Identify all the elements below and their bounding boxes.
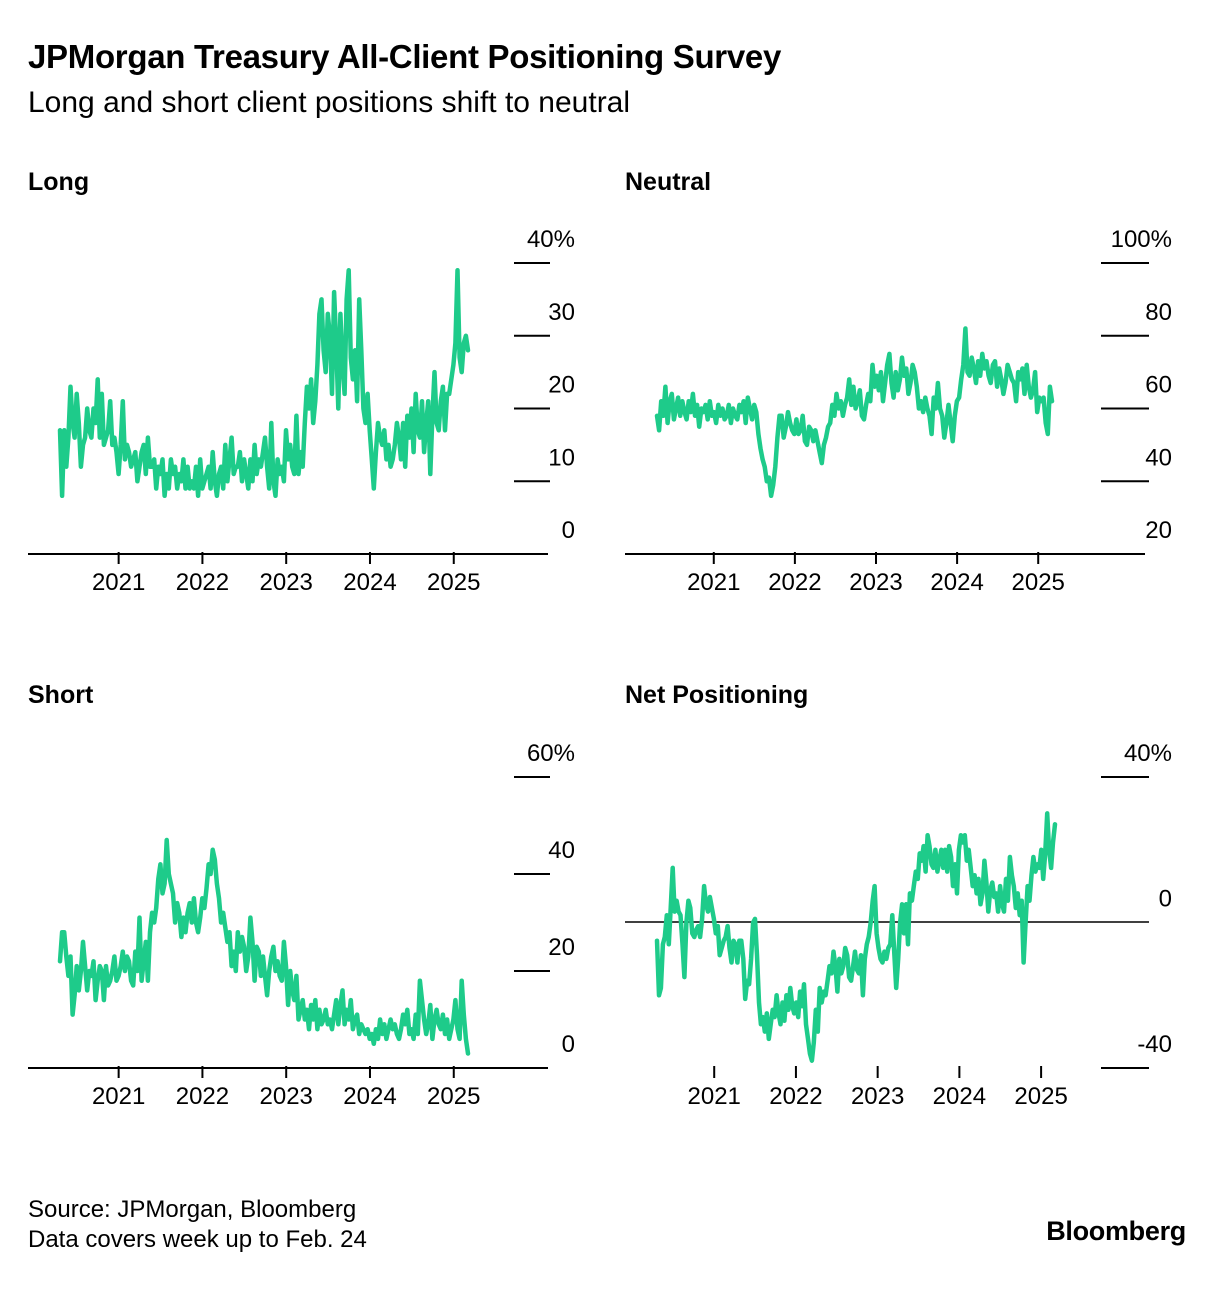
x-tick-label: 2025 xyxy=(427,569,480,596)
x-tick-label: 2024 xyxy=(343,569,396,596)
x-tick-label: 2022 xyxy=(769,1083,822,1110)
net-positioning-chart: 40% 0 -40 2021 2022 2023 2024 2025 xyxy=(625,740,1172,1110)
panel-title-net-positioning: Net Positioning xyxy=(625,681,809,709)
y-tick-label: 20 xyxy=(548,934,575,961)
x-tick-label: 2024 xyxy=(930,569,983,596)
y-tick-label: 80 xyxy=(1145,299,1172,326)
x-tick-label: 2023 xyxy=(260,1083,313,1110)
x-tick-label: 2023 xyxy=(849,569,902,596)
panel-title-short: Short xyxy=(28,681,94,709)
neutral-chart: 100% 80 60 40 20 2021 2022 2023 2024 2025 xyxy=(625,226,1172,596)
y-tick-label: -40 xyxy=(1137,1031,1172,1058)
series-line xyxy=(654,811,1058,1063)
chart-title: JPMorgan Treasury All-Client Positioning… xyxy=(28,38,782,75)
y-tick-label: 0 xyxy=(562,1031,575,1058)
short-chart: 60% 40 20 0 2021 2022 2023 2024 2025 xyxy=(28,740,575,1110)
x-tick-label: 2024 xyxy=(343,1083,396,1110)
y-tick-label: 10 xyxy=(548,444,575,471)
y-tick-label: 0 xyxy=(562,517,575,544)
x-tick-label: 2025 xyxy=(427,1083,480,1110)
series-line xyxy=(654,326,1055,499)
y-tick-label: 40% xyxy=(527,226,575,253)
x-tick-label: 2022 xyxy=(176,569,229,596)
x-tick-label: 2021 xyxy=(687,569,740,596)
series-line xyxy=(57,268,471,499)
y-tick-label: 40% xyxy=(1124,740,1172,767)
source-note: Source: JPMorgan, Bloomberg xyxy=(28,1196,357,1223)
y-tick-label: 20 xyxy=(1145,517,1172,544)
y-tick-label: 40 xyxy=(1145,444,1172,471)
y-tick-label: 100% xyxy=(1111,226,1172,253)
y-tick-label: 30 xyxy=(548,299,575,326)
panel-title-neutral: Neutral xyxy=(625,168,712,196)
y-tick-label: 40 xyxy=(548,837,575,864)
x-tick-label: 2025 xyxy=(1014,1083,1067,1110)
x-tick-label: 2021 xyxy=(92,1083,145,1110)
x-tick-label: 2024 xyxy=(933,1083,986,1110)
x-tick-label: 2025 xyxy=(1012,569,1065,596)
y-tick-label: 20 xyxy=(548,372,575,399)
x-tick-label: 2022 xyxy=(176,1083,229,1110)
x-tick-label: 2023 xyxy=(260,569,313,596)
long-chart: 40% 30 20 10 0 2021 2022 2023 2024 2025 xyxy=(28,226,575,596)
y-tick-label: 0 xyxy=(1159,886,1172,913)
series-line xyxy=(57,837,471,1056)
x-tick-label: 2021 xyxy=(688,1083,741,1110)
panel-title-long: Long xyxy=(28,168,90,196)
x-tick-label: 2021 xyxy=(92,569,145,596)
y-tick-label: 60 xyxy=(1145,372,1172,399)
y-tick-label: 60% xyxy=(527,740,575,767)
x-tick-label: 2023 xyxy=(851,1083,904,1110)
x-tick-label: 2022 xyxy=(768,569,821,596)
bloomberg-logo: Bloomberg xyxy=(1046,1216,1186,1246)
chart-subtitle: Long and short client positions shift to… xyxy=(28,86,631,119)
data-coverage-note: Data covers week up to Feb. 24 xyxy=(28,1226,367,1253)
